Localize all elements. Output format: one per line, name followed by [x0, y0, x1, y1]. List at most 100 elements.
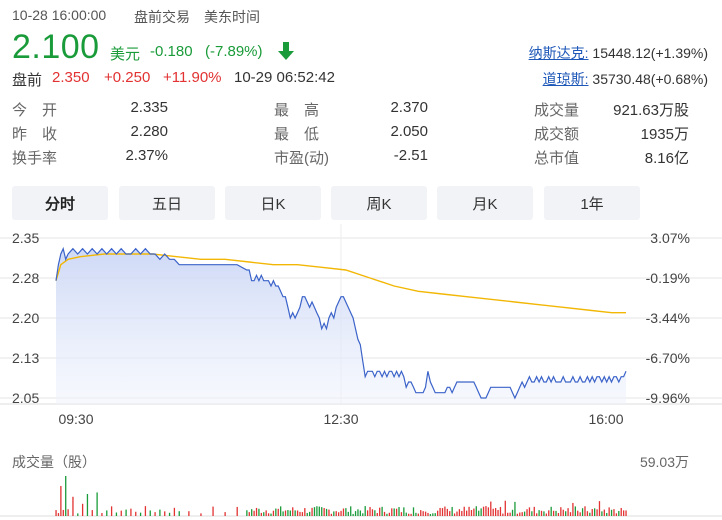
tab-intraday[interactable]: 分时: [12, 186, 108, 220]
y-tick-label: 3.07%: [650, 230, 690, 246]
volume-bar: [86, 494, 89, 516]
volume-label: 成交量: [534, 102, 580, 119]
volume-bar: [316, 506, 318, 516]
price-area: [56, 248, 626, 404]
volume-bar: [272, 510, 275, 516]
tab-weekly-k[interactable]: 周K: [331, 186, 427, 220]
volume-bar: [557, 512, 560, 516]
volume-bar: [253, 510, 255, 516]
volume-bar: [292, 507, 294, 516]
open-value: 2.335: [130, 99, 168, 116]
premarket-change: +0.250: [104, 69, 151, 86]
index-value: 15448.12(+1.39%): [592, 45, 708, 61]
volume-bar: [345, 508, 347, 516]
index-dow[interactable]: 道琼斯: 35730.48(+0.68%): [543, 69, 708, 89]
currency: 美元: [110, 46, 141, 63]
volume-bar: [548, 510, 550, 516]
volume-bar: [168, 512, 171, 516]
volume-bar: [362, 513, 364, 516]
volume-bar: [552, 510, 555, 516]
volume-bar: [347, 511, 349, 516]
volume-bar: [335, 511, 337, 516]
volume-bar: [470, 510, 473, 516]
volume-panel-label: 成交量（股）: [12, 454, 96, 470]
high-value: 2.370: [390, 99, 428, 116]
volume-bar: [265, 510, 267, 516]
volume-bar: [81, 503, 84, 516]
volume-bar: [618, 510, 620, 516]
volume-bar: [456, 511, 458, 516]
volume-bar: [538, 510, 540, 516]
volume-bar: [478, 510, 480, 516]
volume-bar: [589, 512, 591, 516]
volume-bar: [154, 512, 156, 516]
low-label: 最 低: [274, 126, 320, 143]
volume-bar: [572, 502, 574, 516]
volume-bar: [420, 510, 422, 516]
volume-bar: [482, 506, 485, 516]
volume-bar: [236, 506, 238, 516]
volume-bar: [446, 508, 448, 516]
volume-bar: [480, 508, 482, 516]
tab-daily-k[interactable]: 日K: [225, 186, 321, 220]
volume-bar: [352, 513, 354, 516]
volume-bar: [328, 509, 330, 516]
tab-monthly-k[interactable]: 月K: [437, 186, 533, 220]
volume-bar: [516, 513, 519, 516]
volume-bar: [415, 512, 417, 516]
volume-max-label: 59.03万: [639, 454, 689, 470]
volume-bar: [473, 508, 475, 516]
y-tick-label: 2.35: [12, 230, 39, 246]
volume-bar: [323, 508, 325, 516]
average-line: [55, 253, 626, 314]
premarket-time: 10-29 06:52:42: [234, 69, 335, 86]
volume-bar: [565, 511, 567, 516]
volume-bar: [536, 513, 538, 516]
x-axis: 09:30 12:30 16:00: [58, 411, 623, 427]
volume-bar: [439, 507, 441, 516]
premarket-price: 2.350: [52, 69, 90, 86]
volume-bar: [263, 512, 265, 516]
prev-close-label: 昨 收: [12, 126, 58, 143]
volume-bar: [72, 496, 74, 516]
volume-bar: [410, 513, 412, 516]
intraday-chart[interactable]: 2.35 2.28 2.20 2.13 2.05 3.07% -0.19% -3.44% -6…: [0, 224, 722, 520]
volume-bar: [497, 509, 499, 516]
volume-bar: [188, 511, 190, 516]
volume-bar: [275, 508, 277, 516]
volume-bar: [574, 506, 576, 516]
amount-label: 成交额: [534, 126, 580, 143]
volume-bar: [267, 513, 270, 516]
index-nasdaq[interactable]: 纳斯达克: 15448.12(+1.39%): [529, 43, 708, 63]
turnover-value: 2.37%: [125, 147, 168, 164]
volume-bar: [449, 511, 451, 516]
volume-bar: [144, 506, 147, 516]
volume-bar: [304, 508, 306, 516]
volume-bar: [379, 507, 381, 516]
volume-bar: [437, 510, 439, 516]
volume-bar: [135, 511, 137, 516]
volume-bar: [543, 511, 545, 516]
volume-bar: [492, 508, 494, 516]
tab-one-year[interactable]: 1年: [544, 186, 640, 220]
volume-bar: [342, 508, 345, 516]
volume-bar: [545, 513, 547, 516]
volume-bar: [306, 512, 308, 516]
prev-close-value: 2.280: [130, 123, 168, 140]
volume-bar: [615, 513, 618, 516]
volume-bar: [386, 513, 388, 516]
volume-bar: [451, 506, 453, 516]
volume-bar: [309, 511, 311, 516]
tab-five-day[interactable]: 五日: [119, 186, 215, 220]
volume-bar: [625, 510, 627, 516]
volume-bar: [502, 513, 504, 516]
premarket-change-pct: +11.90%: [163, 69, 222, 86]
y-tick-label: -6.70%: [646, 350, 690, 366]
volume-bar: [613, 509, 615, 516]
volume-value: 921.63万股: [613, 102, 689, 119]
volume-bar: [110, 506, 113, 516]
volume-bar: [521, 512, 523, 516]
volume-bar: [149, 510, 151, 516]
volume-bar: [499, 506, 502, 516]
amount-value: 1935万: [640, 126, 689, 143]
